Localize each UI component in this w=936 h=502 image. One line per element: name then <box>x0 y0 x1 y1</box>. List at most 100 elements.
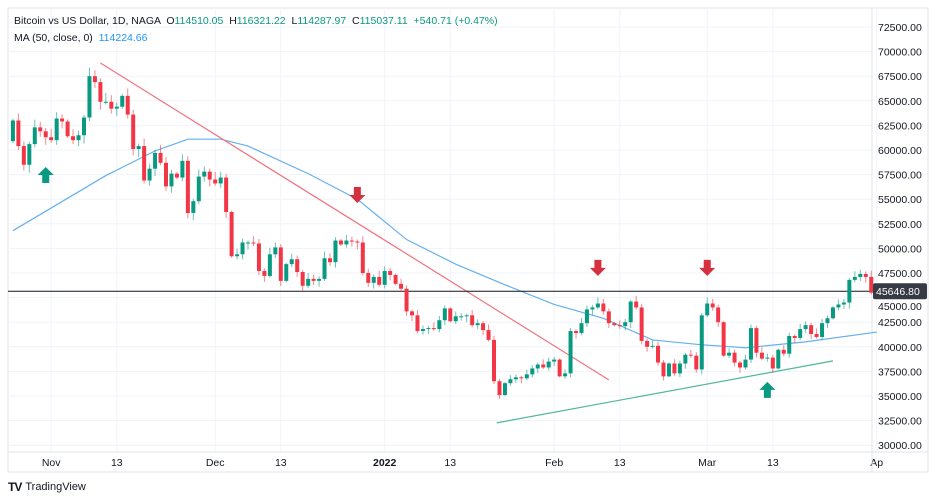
candle-body <box>431 328 436 330</box>
candle-body <box>251 242 256 244</box>
candle-body <box>448 308 453 322</box>
candle-body <box>535 364 540 369</box>
candle-body <box>579 323 584 334</box>
ma-row[interactable]: MA (50, close, 0) 114224.66 <box>14 30 498 47</box>
candle-body <box>623 322 628 327</box>
candle-body <box>688 354 693 356</box>
candle-body <box>661 362 666 377</box>
support-trendline[interactable] <box>496 360 834 424</box>
candle-body <box>158 152 163 163</box>
candle-body <box>377 276 382 285</box>
candle-body <box>306 278 311 286</box>
sell-arrow-icon <box>699 259 716 276</box>
y-tick-label: 32500.00 <box>878 416 922 428</box>
resistance-trendline[interactable] <box>100 62 610 381</box>
candle-body <box>136 146 141 150</box>
candle-body <box>109 101 114 109</box>
candle-body <box>666 363 671 377</box>
y-tick-label: 37500.00 <box>878 366 922 378</box>
candle-body <box>694 355 699 370</box>
candle-body <box>656 345 661 363</box>
candle-body <box>355 241 360 243</box>
candle-body <box>502 383 507 396</box>
y-tick-label: 55000.00 <box>878 194 922 206</box>
candle-body <box>229 211 234 257</box>
candle-body <box>584 309 589 324</box>
candle-body <box>825 318 830 324</box>
candle-body <box>836 304 841 308</box>
candle-body <box>754 328 759 353</box>
buy-arrow-icon <box>37 166 54 183</box>
candle-body <box>869 276 874 293</box>
tradingview-brand[interactable]: TV TradingView <box>8 480 86 494</box>
low-label: L <box>291 15 298 27</box>
candle-body <box>776 349 781 369</box>
candle-body <box>399 283 404 289</box>
candle-body <box>317 278 322 281</box>
candle-body <box>601 303 606 312</box>
candle-body <box>486 330 491 340</box>
candle-body <box>388 271 393 275</box>
candle-body <box>852 276 857 280</box>
candle-body <box>492 339 497 382</box>
candle-body <box>590 307 595 310</box>
candle-body <box>645 340 650 347</box>
brand-name: TradingView <box>25 481 86 493</box>
candle-body <box>792 335 797 338</box>
candle-body <box>803 325 808 330</box>
candle-body <box>497 381 502 396</box>
y-tick-label: 52500.00 <box>878 219 922 231</box>
candle-body <box>420 329 425 332</box>
x-tick-label: Ap <box>870 457 883 469</box>
candle-body <box>142 146 147 181</box>
symbol-title: Bitcoin vs US Dollar, 1D, NAGA <box>14 15 161 27</box>
candle-body <box>333 240 338 263</box>
candle-body <box>196 176 201 202</box>
candle-body <box>530 368 535 375</box>
candle-body <box>393 274 398 284</box>
candle-body <box>191 201 196 213</box>
candle-body <box>738 362 743 368</box>
candle-body <box>322 258 327 279</box>
high-label: H <box>229 15 237 27</box>
candle-body <box>453 316 458 322</box>
candle-body <box>732 352 737 363</box>
ohlc-row: Bitcoin vs US Dollar, 1D, NAGA O114510.0… <box>14 13 498 30</box>
y-tick-label: 45000.00 <box>878 301 922 313</box>
candle-body <box>300 272 305 286</box>
x-tick-label: 13 <box>444 457 456 469</box>
candle-body <box>705 303 710 316</box>
y-tick-label: 42500.00 <box>878 317 922 329</box>
x-tick-label: Mar <box>698 457 717 469</box>
y-tick-label: 70000.00 <box>878 47 922 59</box>
candle-body <box>475 323 480 326</box>
candle-body <box>677 363 682 374</box>
candle-body <box>21 146 26 165</box>
open-label: O <box>166 15 175 27</box>
candle-body <box>410 311 415 316</box>
candle-body <box>284 264 289 281</box>
candle-body <box>770 357 775 369</box>
candle-body <box>841 302 846 305</box>
candle-body <box>437 320 442 330</box>
x-tick-label: 13 <box>275 457 287 469</box>
y-tick-label: 57500.00 <box>878 170 922 182</box>
candle-body <box>360 242 365 273</box>
candle-body <box>459 316 464 318</box>
candle-body <box>344 240 349 245</box>
candle-body <box>415 315 420 332</box>
candle-body <box>858 273 863 277</box>
candle-body <box>628 301 633 323</box>
candle-body <box>366 273 371 283</box>
candle-body <box>328 258 333 263</box>
x-tick-label: 13 <box>614 457 626 469</box>
candle-body <box>481 323 486 331</box>
candle-body <box>81 117 86 136</box>
chart-frame <box>7 7 929 473</box>
candle-body <box>213 179 218 184</box>
high-value: 116321.22 <box>236 15 286 27</box>
buy-arrow-icon <box>759 381 776 398</box>
candle-body <box>16 120 21 147</box>
candle-body <box>289 259 294 265</box>
